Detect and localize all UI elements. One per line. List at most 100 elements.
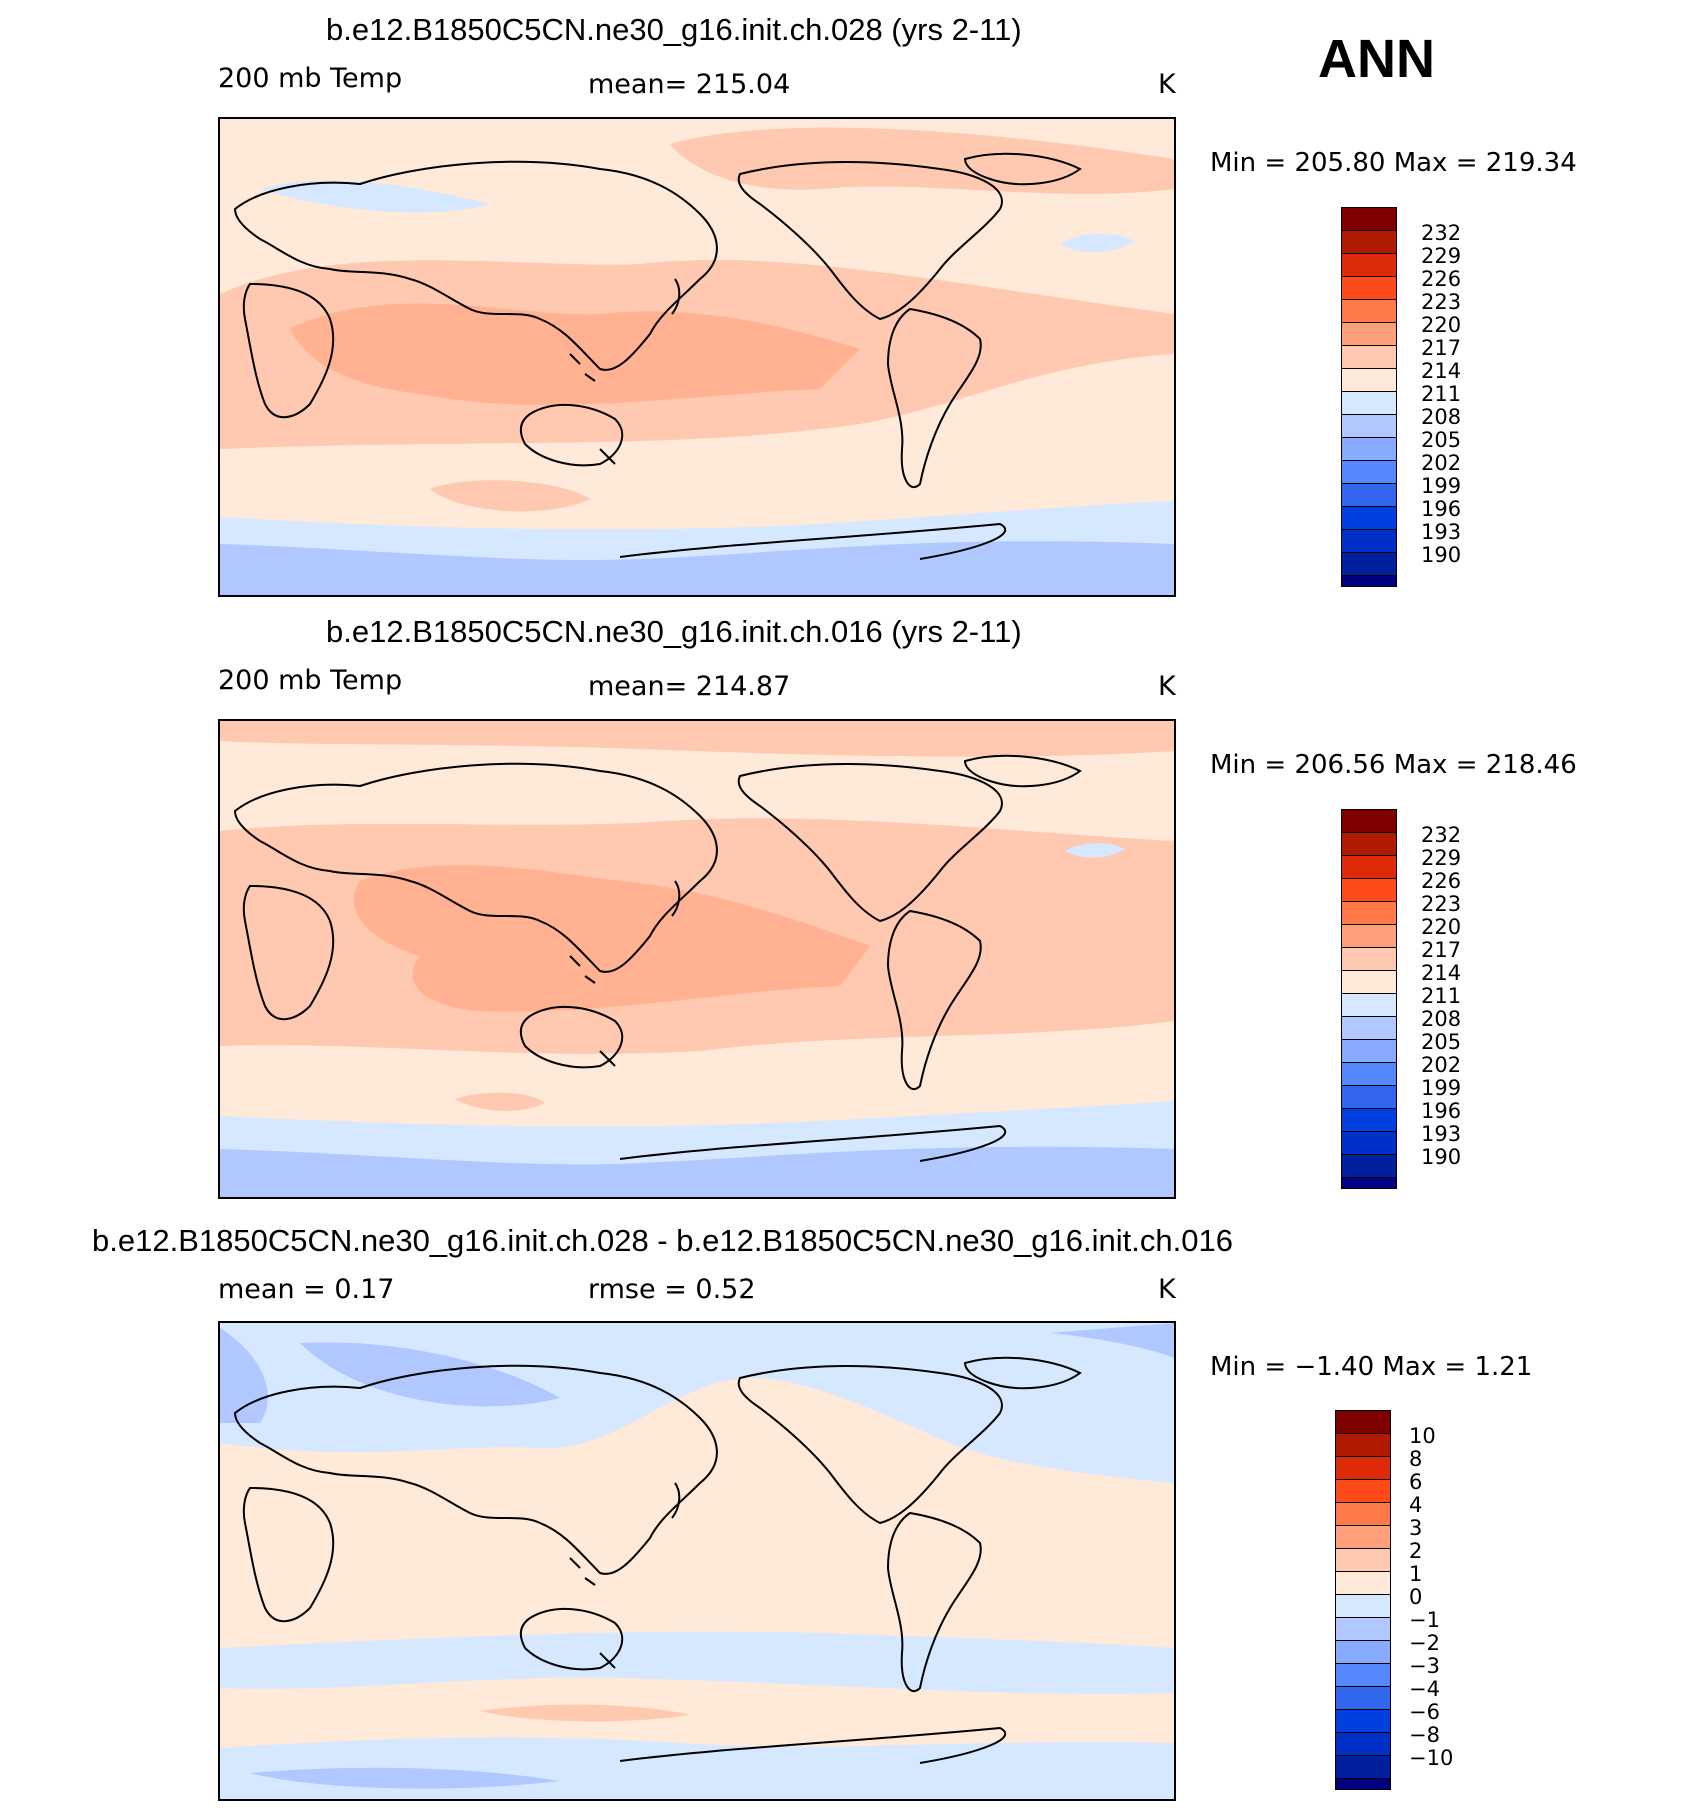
- panel1-title: b.e12.B1850C5CN.ne30_g16.init.ch.028 (yr…: [326, 12, 1022, 47]
- panel2-colorbar-cell: [1341, 970, 1397, 994]
- panel1-colorbar-label: 220: [1421, 313, 1462, 337]
- panel3-colorbar-label: 8: [1409, 1447, 1423, 1471]
- panel2-colorbar-cell: [1341, 924, 1397, 948]
- panel1-colorbar-cell: [1341, 552, 1397, 576]
- panel2-colorbar-cell: [1341, 1177, 1397, 1189]
- panel3-colorbar-cell: [1335, 1571, 1391, 1595]
- panel2-cold-patch-atlantic: [1065, 843, 1125, 858]
- panel1-colorbar-cell: [1341, 368, 1397, 392]
- panel3-map-plot: [220, 1323, 1174, 1799]
- panel3-colorbar-cell: [1335, 1617, 1391, 1641]
- panel3-colorbar-label: 10: [1409, 1424, 1436, 1448]
- panel2-colorbar-label: 199: [1421, 1076, 1462, 1100]
- panel1-colorbar-cell: [1341, 529, 1397, 553]
- panel3-coastlines: [233, 1356, 1082, 1764]
- panel3-colorbar-label: −2: [1409, 1631, 1440, 1655]
- panel1-arctic-warm-area: [670, 127, 1174, 194]
- season-label: ANN: [1318, 29, 1435, 89]
- panel3-colorbar-label: −3: [1409, 1654, 1440, 1678]
- panel1-antarctic-cold-cap: [220, 541, 1174, 595]
- panel2-colorbar-cell: [1341, 1085, 1397, 1109]
- panel3-northern-cold-core-east: [1050, 1323, 1174, 1358]
- panel3-colorbar-label: −10: [1409, 1746, 1454, 1770]
- panel2-colorbar-label: 202: [1421, 1053, 1462, 1077]
- panel3-colorbar-cell: [1335, 1479, 1391, 1503]
- panel1-warm-pool: [290, 303, 860, 405]
- panel2-units-label: K: [1158, 671, 1176, 702]
- panel3-colorbar-cell: [1335, 1433, 1391, 1457]
- panel1-map-plot: [220, 119, 1174, 595]
- panel1-colorbar-label: 205: [1421, 428, 1462, 452]
- panel2-colorbar-cell: [1341, 1039, 1397, 1063]
- panel3-mean-label: mean = 0.17: [218, 1274, 395, 1305]
- panel2-map: [218, 719, 1176, 1199]
- panel2-variable-label: 200 mb Temp: [218, 665, 403, 696]
- panel3-colorbar-label: 4: [1409, 1493, 1423, 1517]
- panel3-colorbar-cell: [1335, 1548, 1391, 1572]
- panel1-units-label: K: [1158, 69, 1176, 100]
- panel2-southern-warm-patch: [455, 1092, 545, 1111]
- panel1-colorbar-label: 199: [1421, 474, 1462, 498]
- panel2-colorbar-cell: [1341, 947, 1397, 971]
- panel1-cold-patch-atlantic: [1060, 233, 1135, 252]
- panel2-colorbar-cell: [1341, 1016, 1397, 1040]
- panel3-colorbar-label: −8: [1409, 1723, 1440, 1747]
- panel2-colorbar-cell: [1341, 1062, 1397, 1086]
- panel3-colorbar-label: 2: [1409, 1539, 1423, 1563]
- panel2-colorbar-label: 193: [1421, 1122, 1462, 1146]
- panel2-colorbar-cell: [1341, 901, 1397, 925]
- panel3-colorbar-cell: [1335, 1755, 1391, 1779]
- panel1-colorbar-label: 223: [1421, 290, 1462, 314]
- panel3-colorbar-label: 3: [1409, 1516, 1423, 1540]
- panel3-colorbar-label: −6: [1409, 1700, 1440, 1724]
- panel3-colorbar-cell: [1335, 1640, 1391, 1664]
- panel3-title: b.e12.B1850C5CN.ne30_g16.init.ch.028 - b…: [92, 1223, 1233, 1258]
- panel2-colorbar-cell: [1341, 855, 1397, 879]
- panel1-southern-warm-patch: [430, 480, 590, 512]
- panel3-colorbar-label: −4: [1409, 1677, 1440, 1701]
- panel1-colorbar-label: 226: [1421, 267, 1462, 291]
- panel2-colorbar-label: 217: [1421, 938, 1462, 962]
- panel2-title: b.e12.B1850C5CN.ne30_g16.init.ch.016 (yr…: [326, 614, 1022, 649]
- panel3-colorbar-cell: [1335, 1594, 1391, 1618]
- panel3-colorbar-cell: [1335, 1525, 1391, 1549]
- panel3-colorbar-label: 0: [1409, 1585, 1423, 1609]
- panel3-southern-warm-patch: [480, 1704, 690, 1722]
- panel3-colorbar-cell: [1335, 1778, 1391, 1790]
- panel3-colorbar-cell: [1335, 1502, 1391, 1526]
- panel2-colorbar-label: 226: [1421, 869, 1462, 893]
- panel1-cold-patch-north: [260, 180, 490, 213]
- panel2-colorbar-label: 190: [1421, 1145, 1462, 1169]
- panel3-units-label: K: [1158, 1274, 1176, 1305]
- panel2-colorbar-label: 208: [1421, 1007, 1462, 1031]
- panel1-map: [218, 117, 1176, 597]
- panel1-colorbar-cell: [1341, 460, 1397, 484]
- panel1-colorbar-cell: [1341, 437, 1397, 461]
- panel2-arctic-warm-area: [220, 721, 1174, 757]
- panel1-colorbar-label: 217: [1421, 336, 1462, 360]
- panel2-colorbar-label: 214: [1421, 961, 1462, 985]
- panel3-colorbar-label: 6: [1409, 1470, 1423, 1494]
- panel2-colorbar-label: 232: [1421, 823, 1462, 847]
- panel1-mean-label: mean= 215.04: [588, 69, 791, 100]
- panel2-colorbar-label: 205: [1421, 1030, 1462, 1054]
- panel1-colorbar-label: 196: [1421, 497, 1462, 521]
- panel1-colorbar-label: 214: [1421, 359, 1462, 383]
- panel3-antarctic-cold-core: [250, 1767, 560, 1789]
- panel3-northern-cold-core-west: [220, 1328, 268, 1423]
- panel3-colorbar-label: 1: [1409, 1562, 1423, 1586]
- panel3-colorbar-cell: [1335, 1732, 1391, 1756]
- panel2-colorbar-label: 229: [1421, 846, 1462, 870]
- panel1-colorbar-cell: [1341, 506, 1397, 530]
- panel2-colorbar-cell: [1341, 1108, 1397, 1132]
- panel1-coastlines: [233, 152, 1082, 560]
- panel2-colorbar-cell: [1341, 1131, 1397, 1155]
- panel2-colorbar-cell: [1341, 832, 1397, 856]
- panel2-mean-label: mean= 214.87: [588, 671, 791, 702]
- panel3-colorbar-cell: [1335, 1410, 1391, 1434]
- panel1-colorbar-cell: [1341, 299, 1397, 323]
- panel1-colorbar-cell: [1341, 345, 1397, 369]
- panel3-minmax-label: Min = −1.40 Max = 1.21: [1210, 1352, 1533, 1382]
- panel1-colorbar-label: 232: [1421, 221, 1462, 245]
- panel2-warm-pool: [353, 865, 871, 1012]
